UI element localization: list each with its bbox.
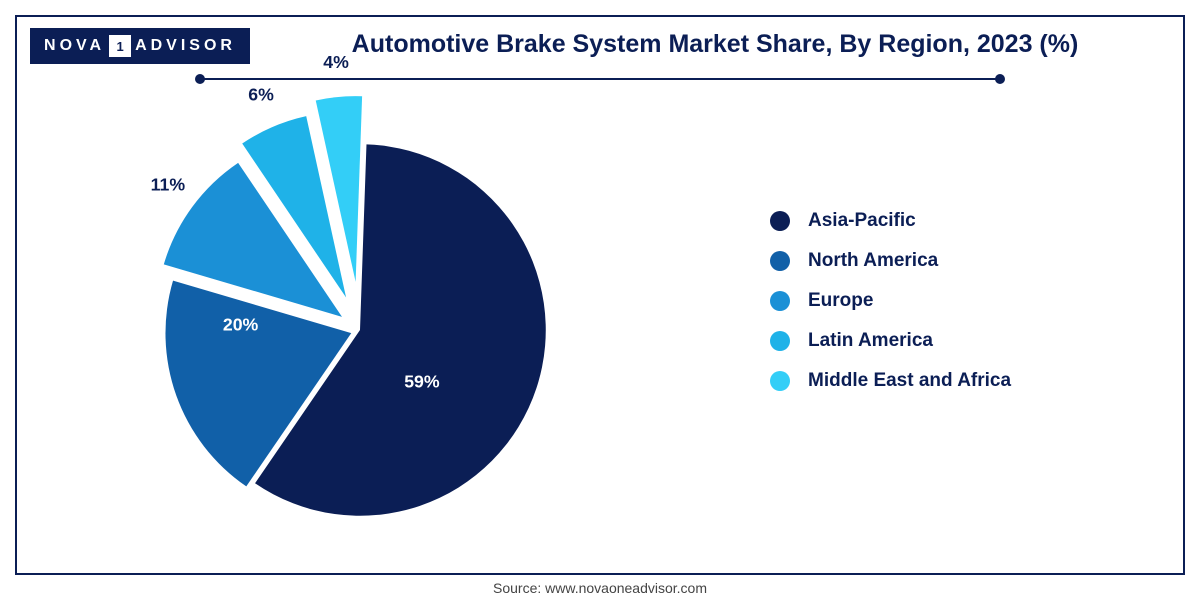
slice-percent-label: 59% (404, 372, 440, 392)
title-rule (200, 78, 1000, 80)
legend-item: Latin America (770, 330, 1011, 352)
legend-label: North America (808, 250, 938, 272)
slice-percent-label: 20% (223, 314, 259, 334)
legend: Asia-Pacific North America Europe Latin Ame… (770, 210, 1011, 410)
pie-chart: 59%20%11%6%4% (130, 100, 590, 560)
legend-swatch (770, 331, 790, 351)
brand-logo: NOVA 1 ADVISOR (30, 28, 250, 64)
slice-percent-label: 4% (323, 52, 349, 72)
legend-swatch (770, 291, 790, 311)
slice-percent-label: 11% (151, 174, 186, 194)
legend-label: Latin America (808, 330, 933, 352)
legend-item: Middle East and Africa (770, 370, 1011, 392)
legend-label: Asia-Pacific (808, 210, 916, 232)
legend-swatch (770, 371, 790, 391)
logo-text-right: ADVISOR (135, 37, 236, 55)
source-text: Source: www.novaoneadvisor.com (0, 580, 1200, 596)
logo-box: 1 (109, 35, 131, 57)
chart-title: Automotive Brake System Market Share, By… (260, 30, 1170, 59)
legend-item: Asia-Pacific (770, 210, 1011, 232)
legend-swatch (770, 211, 790, 231)
pie-svg: 59%20%11%6%4% (130, 100, 590, 560)
legend-item: Europe (770, 290, 1011, 312)
logo-text-left: NOVA (44, 37, 105, 55)
legend-item: North America (770, 250, 1011, 272)
legend-label: Middle East and Africa (808, 370, 1011, 392)
legend-swatch (770, 251, 790, 271)
legend-label: Europe (808, 290, 873, 312)
slice-percent-label: 6% (248, 84, 274, 104)
